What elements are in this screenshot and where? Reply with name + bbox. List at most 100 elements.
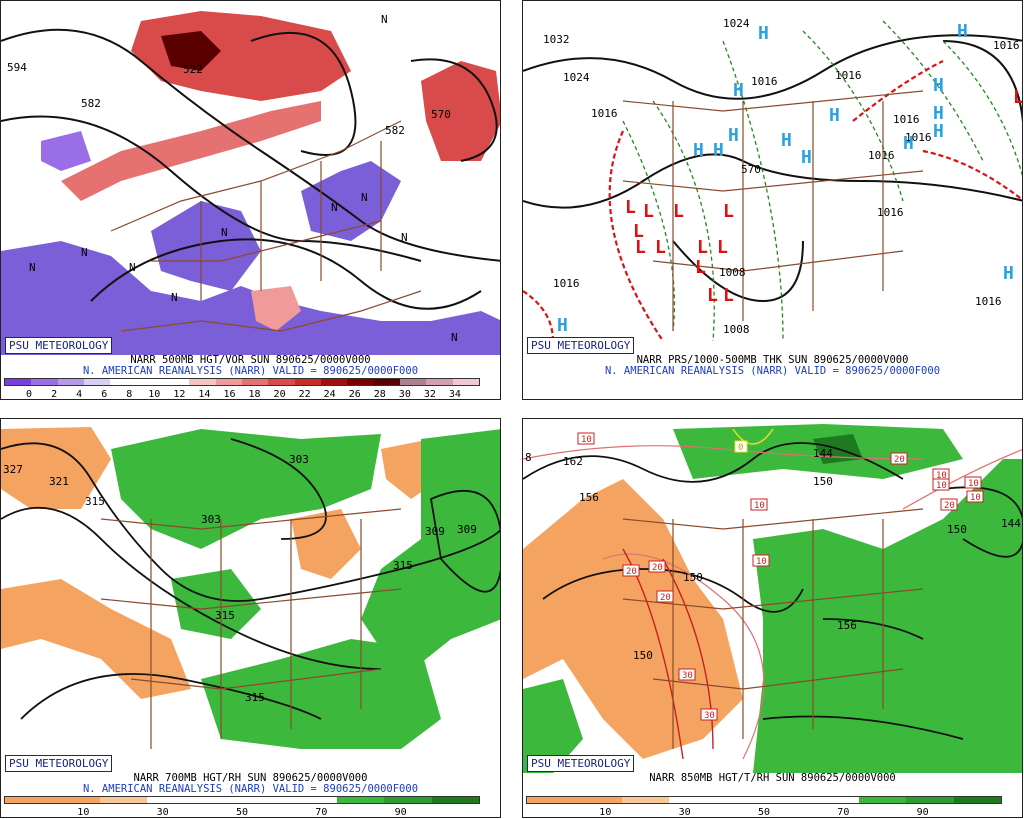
vort-scale-swatch [162,379,190,385]
pos-vort-core [161,31,221,71]
svg-text:594: 594 [7,61,27,74]
svg-text:N: N [361,191,368,204]
map-pressure: 1032 1024 1024 1016 1016 1016 1016 1016 … [523,17,1022,342]
svg-text:10: 10 [936,481,947,491]
svg-text:144: 144 [813,447,833,460]
high-pressure-markers: H H H H H H H H H H H H H H [693,21,1014,284]
svg-text:315: 315 [215,609,235,622]
svg-text:162: 162 [563,455,583,468]
svg-text:H: H [781,130,792,151]
moist-area-sw [171,569,261,639]
vort-scale-tick-label: 18 [248,389,261,400]
svg-text:1008: 1008 [723,323,750,336]
vort-scale-swatch [320,379,348,385]
svg-text:150: 150 [683,571,703,584]
panel-pressure-thickness: 1032 1024 1024 1016 1016 1016 1016 1016 … [522,0,1023,400]
svg-text:1024: 1024 [563,71,590,84]
vort-scale-tick-label: 26 [348,389,361,400]
svg-text:1016: 1016 [553,277,580,290]
svg-text:H: H [829,105,840,126]
svg-text:10: 10 [756,557,767,567]
svg-text:1032: 1032 [543,33,570,46]
panel-500mb-vorticity: 594 582 582 570 522 N N N N N N N N N N … [0,0,501,400]
svg-text:20: 20 [894,455,905,465]
svg-text:0: 0 [738,443,743,453]
vort-scale-tick-label: 10 [148,389,161,400]
moist-area-east [753,459,1022,773]
svg-text:1016: 1016 [975,295,1002,308]
psu-brand: PSU METEOROLOGY [527,337,635,354]
rh-scale-swatch [858,797,907,803]
vort-scale-swatch [5,379,32,385]
rh-scale-swatch [289,797,337,803]
svg-text:L: L [723,285,734,306]
map-700mb: 327 321 315 303 309 309 303 315 315 315 [1,427,500,749]
svg-text:150: 150 [947,523,967,536]
svg-text:L: L [633,221,644,242]
rh-scale-tick-label: 70 [315,807,328,818]
pos-vort-band [61,101,321,201]
vort-scale-tick-label: 34 [448,389,461,400]
svg-text:L: L [643,201,654,222]
svg-text:L: L [695,257,706,278]
svg-text:N: N [29,261,36,274]
svg-text:L: L [625,197,636,218]
vort-scale-swatch [347,379,374,385]
vort-scale-tick-label: 20 [273,389,286,400]
rh-scale-tick-label: 70 [837,807,850,818]
svg-text:L: L [673,201,684,222]
dry-area-nw [1,427,111,509]
vort-scale-swatch [241,379,269,385]
rh-scale-swatch [242,797,290,803]
svg-text:309: 309 [457,523,477,536]
pos-vort-north [131,11,351,101]
svg-text:N: N [451,331,458,344]
moist-area-east [361,429,500,679]
rh-scale-swatch [527,797,575,803]
svg-text:10: 10 [968,479,979,489]
svg-text:N: N [221,226,228,239]
rh-scale-swatch [194,797,243,803]
rh-scale-swatch [336,797,385,803]
vort-scale-swatch [426,379,453,385]
svg-text:1016: 1016 [893,113,920,126]
svg-text:L: L [723,201,734,222]
svg-text:144: 144 [1001,517,1021,530]
svg-text:315: 315 [393,559,413,572]
vort-scale-swatch [189,379,216,385]
svg-text:H: H [758,23,769,44]
svg-text:303: 303 [201,513,221,526]
svg-text:1016: 1016 [751,75,778,88]
svg-text:20: 20 [944,501,955,511]
vort-scale-tick-label: 30 [398,389,411,400]
map-850mb: 162 156 150 150 144 150 156 150 144 8 10… [523,424,1022,773]
svg-text:8: 8 [525,451,532,464]
moist-area-north [111,429,381,549]
vort-scale-tick-label: 4 [76,389,83,400]
svg-text:156: 156 [579,491,599,504]
svg-text:N: N [171,291,178,304]
svg-text:522: 522 [183,63,203,76]
rh-scale-tick-label: 90 [916,807,929,818]
panel-850mb-temp-rh: 162 156 150 150 144 150 156 150 144 8 10… [522,418,1023,818]
svg-text:327: 327 [3,463,23,476]
contour-labels: 594 582 582 570 522 N N N N N N N N N N [7,13,458,344]
rh-scale-swatch [574,797,622,803]
svg-text:N: N [331,201,338,214]
svg-text:20: 20 [660,593,671,603]
color-scale-bar [4,378,480,386]
rh-scale-swatch [384,797,432,803]
rh-scale-swatch [669,797,717,803]
svg-text:H: H [933,75,944,96]
vort-scale-tick-label: 0 [26,389,33,400]
pos-vort-sw [251,286,301,331]
vort-scale-tick-label: 22 [298,389,311,400]
svg-text:303: 303 [289,453,309,466]
pos-vort-ne [421,61,500,161]
panel-title: NARR PRS/1000-500MB THK SUN 890625/0000V… [636,354,909,366]
svg-text:1024: 1024 [723,17,750,30]
psu-brand: PSU METEOROLOGY [5,755,113,772]
vort-scale-swatch [57,379,84,385]
vort-scale-swatch [215,379,242,385]
panel-title: NARR 500MB HGT/VOR SUN 890625/0000V000 [130,354,371,366]
